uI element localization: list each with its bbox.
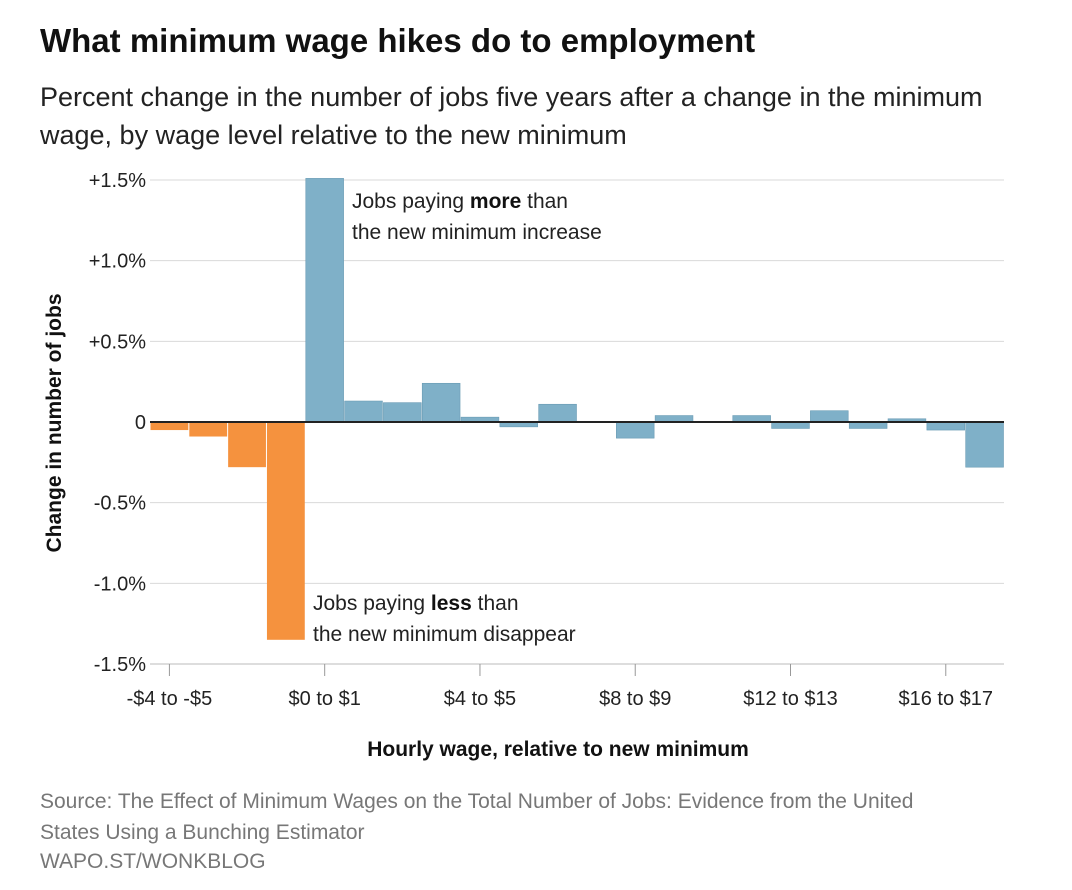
y-tick-label: -1.0% <box>94 573 146 595</box>
bars <box>150 178 1004 640</box>
bar-20 <box>926 421 965 431</box>
bar-4 <box>305 178 344 423</box>
bar-0 <box>150 422 189 431</box>
annotation-less: Jobs paying less than the new minimum dis… <box>313 592 576 646</box>
y-tick-label: 0 <box>135 412 146 434</box>
bar-6 <box>383 402 422 423</box>
bar-7 <box>421 382 461 423</box>
annotation-text: Jobs paying <box>313 592 431 615</box>
bar-21 <box>965 421 1004 468</box>
x-tick-label: $0 to $1 <box>289 688 361 710</box>
bar-17 <box>810 410 849 423</box>
annotation-more: Jobs paying more than the new minimum inc… <box>352 190 602 244</box>
x-tick-label: $16 to $17 <box>899 688 994 710</box>
bar-3 <box>266 422 305 640</box>
annotations: Jobs paying more than the new minimum inc… <box>313 190 602 646</box>
y-tick-label: +1.0% <box>89 251 146 273</box>
x-tick-label: -$4 to -$5 <box>127 688 213 710</box>
chart-title: What minimum wage hikes do to employment <box>40 22 756 59</box>
annotation-text: the new minimum disappear <box>313 623 576 646</box>
y-tick-labels: +1.5% +1.0% +0.5% 0 -0.5% -1.0% -1.5% <box>89 170 146 676</box>
annotation-text: than <box>521 190 568 213</box>
x-tick-labels: -$4 to -$5 $0 to $1 $4 to $5 $8 to $9 $12 to… <box>127 688 993 710</box>
x-tick-label: $8 to $9 <box>599 688 671 710</box>
y-tick-label: -0.5% <box>94 493 146 515</box>
chart-subtitle: Percent change in the number of jobs fiv… <box>40 82 983 150</box>
source-note: Source: The Effect of Minimum Wages on t… <box>40 790 914 844</box>
bar-2 <box>228 422 266 468</box>
bar-chart: +1.5% +1.0% +0.5% 0 -0.5% -1.0% -1.5% -$4 to -… <box>43 170 1004 761</box>
x-tick-label: $4 to $5 <box>444 688 516 710</box>
credit-line: WAPO.ST/WONKBLOG <box>40 850 266 873</box>
axes <box>150 421 1004 676</box>
y-tick-label: -1.5% <box>94 654 146 676</box>
bar-10 <box>538 403 577 423</box>
x-axis-title: Hourly wage, relative to new minimum <box>367 738 749 761</box>
y-tick-label: +0.5% <box>89 331 146 353</box>
x-tick-label: $12 to $13 <box>743 688 838 710</box>
y-tick-label: +1.5% <box>89 170 146 192</box>
annotation-text: than <box>472 592 519 615</box>
bar-12 <box>616 421 655 439</box>
bar-1 <box>189 422 228 437</box>
annotation-text: less <box>431 592 472 615</box>
bar-5 <box>344 400 383 423</box>
y-axis-title: Change in number of jobs <box>43 293 66 552</box>
annotation-text: the new minimum increase <box>352 221 602 244</box>
annotation-text: Jobs paying <box>352 190 470 213</box>
annotation-text: more <box>470 190 521 213</box>
